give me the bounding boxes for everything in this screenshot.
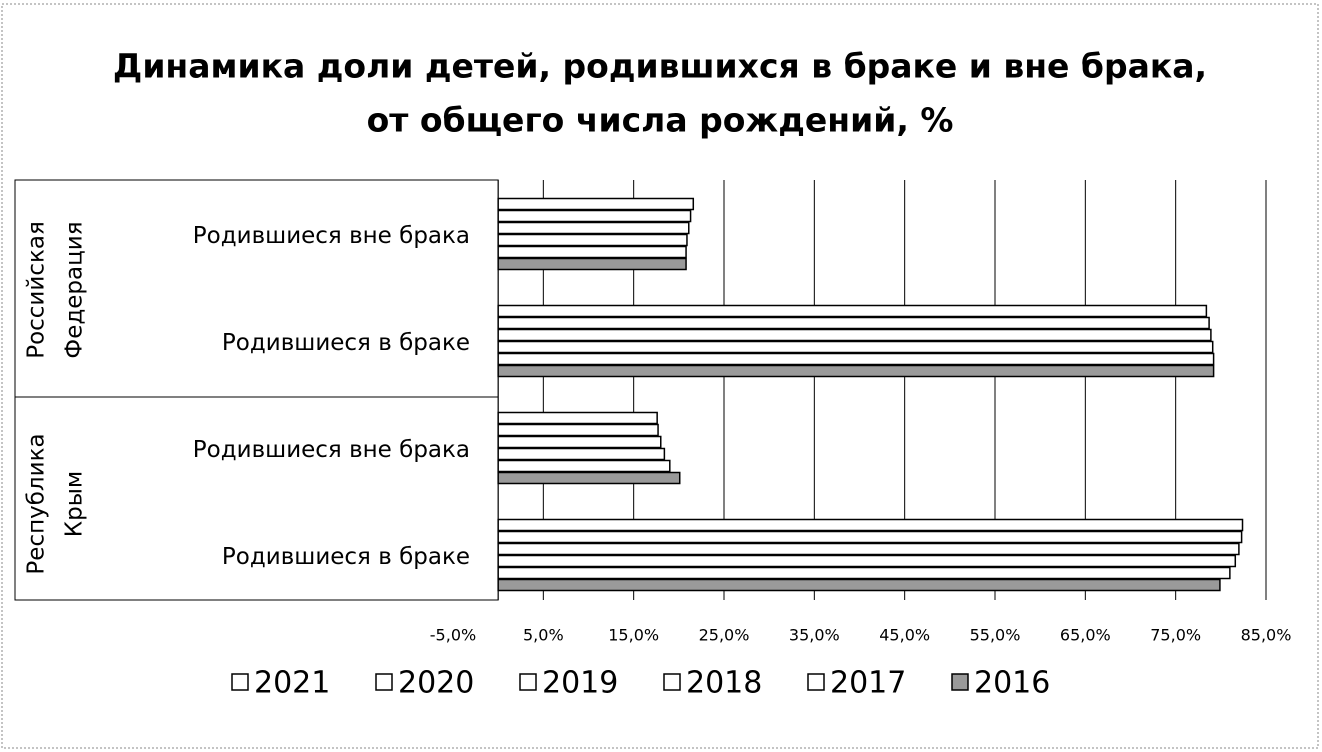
y-tick-label: Родившиеся вне брака <box>193 437 470 463</box>
bar <box>497 245 687 259</box>
x-tick-label: 45,0% <box>879 626 930 645</box>
bar <box>497 304 1208 318</box>
y-tick-label: Родившиеся вне брака <box>193 223 470 249</box>
bar <box>497 554 1237 568</box>
legend-swatch <box>951 673 969 691</box>
bar <box>497 447 666 461</box>
bar <box>497 257 687 271</box>
group-label: Федерация <box>62 221 88 358</box>
group-label: Республика <box>24 433 50 574</box>
legend-label: 2021 <box>254 666 330 701</box>
chart-frame <box>1 3 1319 749</box>
legend-label: 2018 <box>686 666 762 701</box>
bar <box>497 197 695 211</box>
y-tick-label: Родившиеся в браке <box>222 330 470 356</box>
bar <box>497 578 1221 592</box>
x-tick-label: 85,0% <box>1241 626 1292 645</box>
group-label: Российская <box>24 221 50 359</box>
legend-swatch <box>375 673 393 691</box>
chart-title: от общего числа рождений, % <box>367 101 954 140</box>
legend-label: 2020 <box>398 666 474 701</box>
x-tick-label: 65,0% <box>1060 626 1111 645</box>
bar <box>497 364 1215 378</box>
legend-swatch <box>663 673 681 691</box>
bar <box>497 221 690 235</box>
x-tick-label: 55,0% <box>970 626 1021 645</box>
bar <box>497 340 1214 354</box>
legend-label: 2016 <box>974 666 1050 701</box>
legend-label: 2017 <box>830 666 906 701</box>
bar <box>497 530 1243 544</box>
legend-swatch <box>231 673 249 691</box>
bar <box>497 209 692 223</box>
legend-swatch <box>519 673 537 691</box>
bar <box>497 459 671 473</box>
bar <box>497 471 681 485</box>
y-tick-label: Родившиеся в браке <box>222 544 470 570</box>
bar <box>497 233 688 247</box>
bar <box>497 542 1240 556</box>
bar <box>497 518 1244 532</box>
bar <box>497 423 659 437</box>
bar <box>497 435 662 449</box>
chart-title: Динамика доли детей, родившихся в браке … <box>113 47 1207 86</box>
x-tick-label: -5,0% <box>430 626 476 645</box>
bar <box>497 328 1212 342</box>
x-tick-label: 35,0% <box>789 626 840 645</box>
x-tick-label: 15,0% <box>608 626 659 645</box>
bar <box>497 411 658 425</box>
x-tick-label: 5,0% <box>523 626 564 645</box>
x-tick-label: 25,0% <box>699 626 750 645</box>
legend-label: 2019 <box>542 666 618 701</box>
x-tick-label: 75,0% <box>1150 626 1201 645</box>
bar <box>497 316 1210 330</box>
bar <box>497 352 1215 366</box>
group-label: Крым <box>62 471 88 537</box>
legend-swatch <box>807 673 825 691</box>
bar <box>497 566 1231 580</box>
